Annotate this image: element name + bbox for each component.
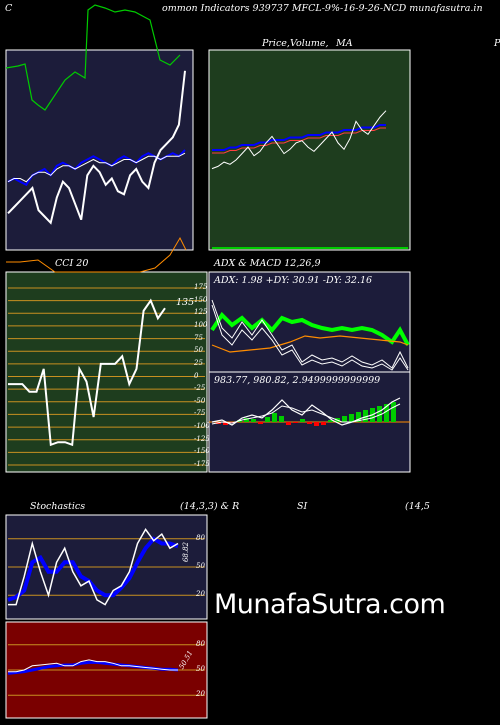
cci-panel (5, 271, 208, 473)
stoch-tick-label: 50 (196, 562, 205, 570)
cci-tick-label: 0 (194, 371, 199, 380)
cci-tick-label: 75 (194, 333, 203, 342)
macd-hist-bar (300, 419, 305, 422)
macd-line (211, 397, 401, 426)
cci-tick-label: 100 (194, 320, 208, 329)
macd-hist-bar (307, 422, 312, 424)
macd-hist-bar (251, 419, 256, 422)
adx-values: ADX: 1.98 +DY: 30.91 -DY: 32.16 (214, 275, 373, 286)
stoch-title-a: Stochastics (30, 501, 86, 512)
macd-hist-bar (377, 406, 382, 422)
ma-label: MA (336, 38, 353, 49)
macd-hist-bar (363, 410, 368, 422)
title-left: C (5, 3, 13, 14)
price-panel-right (208, 49, 411, 251)
macd-hist-bar (391, 402, 396, 422)
title-main: ommon Indicators 939737 MFCL-9%-16-9-26-… (162, 3, 483, 14)
stoch-title-b: (14,3,3) & R (180, 501, 240, 512)
macd-hist-bar (244, 418, 249, 422)
macd-hist-bar (356, 412, 361, 422)
volume-label: Volume, (290, 38, 329, 49)
cci-tick-label: -175 (194, 460, 210, 468)
cci-tick-label: 125 (194, 308, 208, 317)
macd-hist-bar (279, 416, 284, 422)
cci-title: CCI 20 (55, 258, 89, 269)
price-label: Price, (262, 38, 290, 49)
price-panel-left (5, 49, 194, 251)
rsi-tick-label: 80 (196, 639, 205, 648)
rsi-tick-label: 50 (196, 665, 205, 673)
cci-tick-label: -75 (194, 409, 206, 418)
macd-hist-bar (293, 422, 298, 423)
cci-tick-label: 175 (194, 283, 208, 291)
watermark: MunafaSutra.com (214, 589, 446, 620)
rsi-tick-label: 20 (196, 690, 205, 699)
stoch-k-line (8, 528, 179, 606)
stoch-title-c: SI (297, 501, 308, 512)
stoch-tick-label: 80 (196, 533, 205, 542)
cci-tick-label: -50 (194, 396, 206, 405)
price-white-line (7, 70, 186, 225)
macd-histogram (216, 402, 396, 426)
ma-white-line-2 (7, 152, 186, 183)
cci-tick-label: -150 (194, 447, 210, 456)
stoch-current-label: 68.82 (182, 541, 191, 563)
dy-white-line-1 (211, 299, 409, 369)
macd-hist-bar (286, 422, 291, 425)
cci-tick-label: 150 (194, 295, 208, 304)
ma-blue-line-right (212, 124, 386, 151)
macd-hist-bar (314, 422, 319, 426)
cci-tick-label: -100 (194, 422, 210, 431)
cci-tick-label: 50 (194, 346, 203, 355)
cci-tick-label: -125 (194, 434, 210, 443)
volume-green-line (5, 4, 181, 111)
macd-hist-bar (265, 417, 270, 422)
stoch-title-d: (14,5 (405, 501, 430, 512)
cci-tick-label: -25 (194, 384, 206, 393)
cci-current-label: 135 (176, 297, 195, 308)
cci-tick-label: 25 (194, 358, 203, 367)
macd-hist-bar (328, 420, 333, 422)
macd-hist-bar (321, 422, 326, 425)
adx-orange-line (211, 335, 409, 353)
price-white-line-right (211, 110, 387, 170)
adx-green-line (210, 311, 410, 346)
dy-white-line-2 (211, 304, 409, 371)
right-edge-label: P (494, 38, 500, 49)
macd-hist-bar (384, 404, 389, 422)
ma-red-line-right (212, 127, 386, 154)
macd-values: 983.77, 980.82, 2.9499999999999 (214, 375, 381, 386)
macd-hist-bar (349, 414, 354, 422)
rsi-white-line (8, 659, 178, 673)
macd-hist-bar (272, 413, 277, 422)
macd-hist-bar (223, 422, 228, 425)
macd-hist-bar (258, 422, 263, 424)
orange-line-top (6, 236, 187, 273)
stoch-tick-label: 20 (196, 590, 205, 599)
macd-hist-bar (342, 416, 347, 422)
signal-line (211, 403, 401, 425)
adx-title: ADX & MACD 12,26,9 (214, 258, 321, 269)
cci-line (8, 298, 166, 447)
